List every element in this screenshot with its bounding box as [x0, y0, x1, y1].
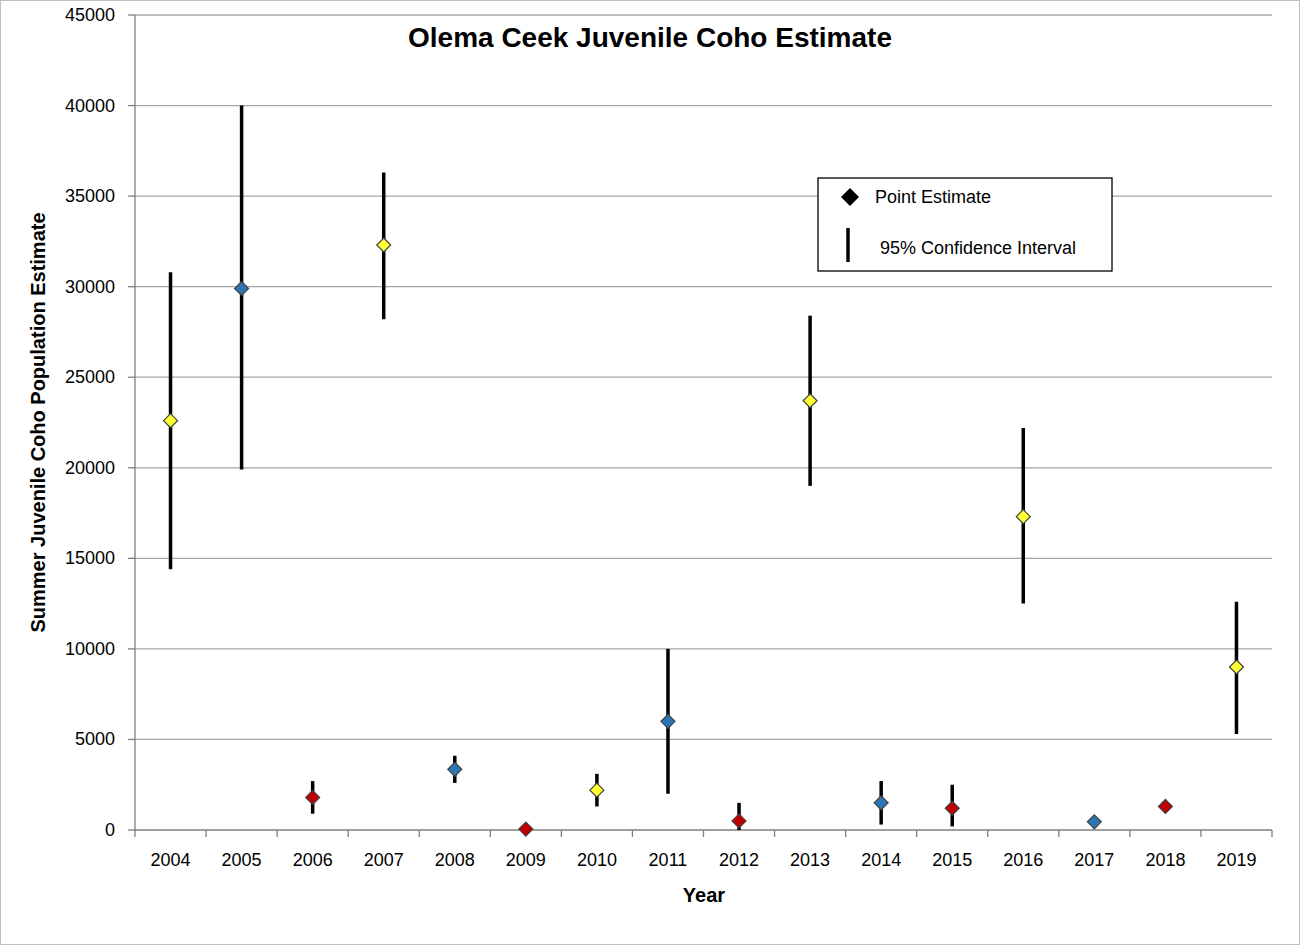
point [732, 814, 746, 828]
y-tick-label: 30000 [65, 277, 115, 297]
x-tick-label: 2019 [1216, 850, 1256, 870]
y-tick [128, 14, 135, 15]
grid-line [135, 377, 1272, 378]
y-tick-label: 5000 [75, 729, 115, 749]
point [235, 281, 249, 295]
x-tick-label: 2017 [1074, 850, 1114, 870]
y-tick-label: 40000 [65, 96, 115, 116]
x-tick-label: 2005 [222, 850, 262, 870]
point [306, 790, 320, 804]
point [1229, 660, 1243, 674]
grid-line [135, 105, 1272, 106]
x-tick-label: 2011 [649, 850, 688, 870]
y-tick [128, 467, 135, 468]
x-tick [916, 830, 917, 837]
y-tick [128, 829, 135, 830]
grid-line [135, 648, 1272, 649]
y-axis-label: Summer Juvenile Coho Population Estimate [27, 212, 49, 632]
point [377, 238, 391, 252]
x-tick [987, 830, 988, 837]
x-tick [1200, 830, 1201, 837]
x-tick-label: 2007 [364, 850, 404, 870]
y-tick [128, 739, 135, 740]
point [803, 394, 817, 408]
x-tick-label: 2006 [293, 850, 333, 870]
y-tick-label: 0 [105, 820, 115, 840]
point [945, 801, 959, 815]
x-tick [276, 830, 277, 837]
point [448, 762, 462, 776]
grid-line [135, 558, 1272, 559]
x-tick-label: 2018 [1145, 850, 1185, 870]
point [874, 796, 888, 810]
y-tick [128, 195, 135, 196]
x-tick [774, 830, 775, 837]
x-tick-label: 2016 [1003, 850, 1043, 870]
y-tick-label: 25000 [65, 367, 115, 387]
x-tick-label: 2014 [861, 850, 901, 870]
x-axis-label: Year [683, 884, 725, 906]
legend-symbol [846, 228, 850, 262]
x-tick [561, 830, 562, 837]
title: Olema Ceek Juvenile Coho Estimate [408, 22, 892, 53]
point [1016, 510, 1030, 524]
y-tick [128, 286, 135, 287]
legend-label: Point Estimate [875, 187, 991, 207]
y-axis [134, 15, 135, 830]
x-tick [1058, 830, 1059, 837]
y-tick-label: 20000 [65, 458, 115, 478]
grid-line [135, 286, 1272, 287]
x-tick-label: 2008 [435, 850, 475, 870]
x-tick-label: 2009 [506, 850, 546, 870]
x-tick [205, 830, 206, 837]
y-tick [128, 105, 135, 106]
x-tick-label: 2015 [932, 850, 972, 870]
marks [164, 106, 1244, 837]
legend-box [818, 178, 1112, 271]
grid-line [135, 14, 1272, 15]
y-tick-label: 45000 [65, 5, 115, 25]
y-tick-label: 10000 [65, 639, 115, 659]
y-tick-label: 35000 [65, 186, 115, 206]
point [164, 414, 178, 428]
y-tick [128, 648, 135, 649]
x-tick [1129, 830, 1130, 837]
x-tick-label: 2012 [719, 850, 759, 870]
point [519, 822, 533, 836]
point [661, 714, 675, 728]
x-tick-label: 2013 [790, 850, 830, 870]
x-tick [632, 830, 633, 837]
point [1158, 799, 1172, 813]
x-tick [490, 830, 491, 837]
grid-line [135, 467, 1272, 468]
legend-symbol [841, 188, 859, 206]
point [590, 783, 604, 797]
chart: 0 5000 10000 15000 20000 25000 30000 35000 40000… [0, 0, 1300, 945]
x-tick [134, 830, 135, 837]
chart-border [1, 1, 1300, 945]
x-tick [703, 830, 704, 837]
y-tick [128, 377, 135, 378]
x-tick-label: 2004 [151, 850, 191, 870]
y-tick [128, 558, 135, 559]
x-tick [419, 830, 420, 837]
x-tick [845, 830, 846, 837]
point [1087, 815, 1101, 829]
legend: Point Estimate 95% Confidence Interval [818, 178, 1112, 271]
x-tick [1271, 830, 1272, 837]
x-tick-label: 2010 [577, 850, 617, 870]
x-tick [348, 830, 349, 837]
grid-line [135, 739, 1272, 740]
y-tick-label: 15000 [65, 548, 115, 568]
legend-label: 95% Confidence Interval [880, 238, 1076, 258]
